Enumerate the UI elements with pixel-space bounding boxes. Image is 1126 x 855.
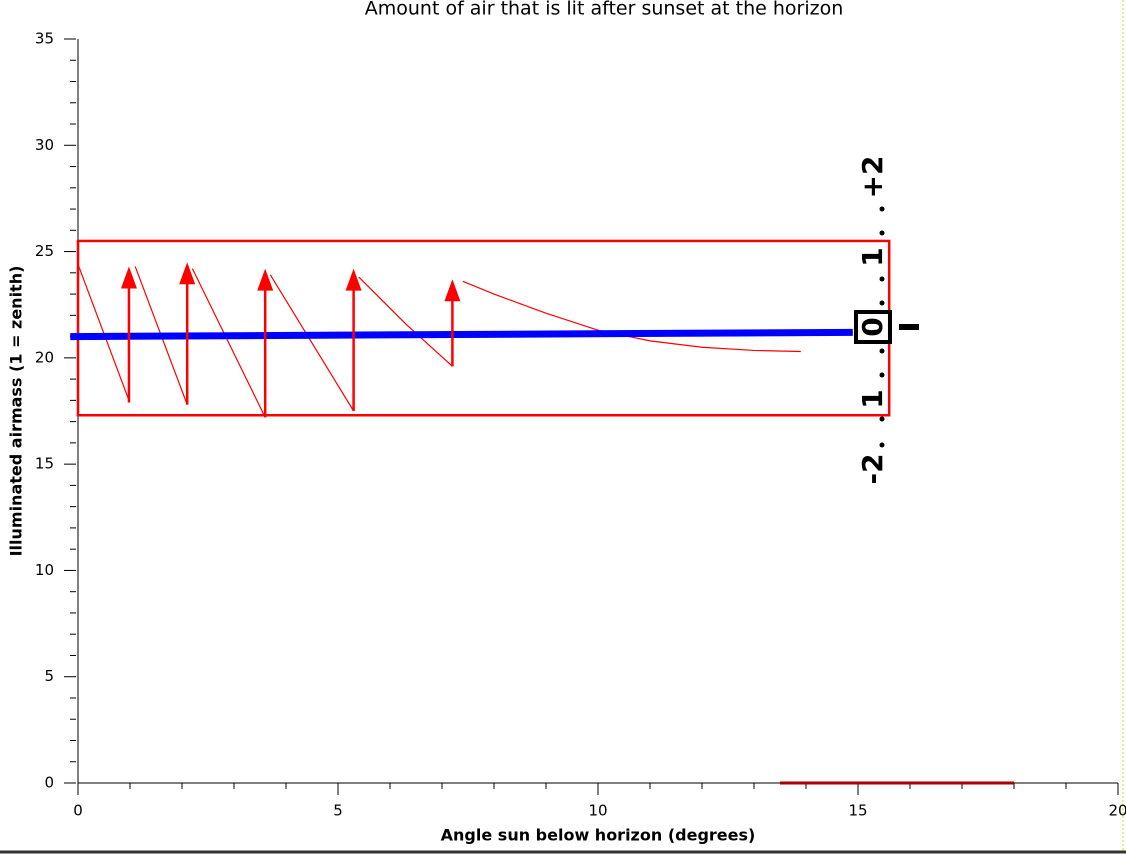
arrow-head [257, 268, 274, 291]
y-tick-label: 15 [35, 455, 54, 473]
scale-label: -2 [856, 453, 889, 484]
scale-dot [879, 442, 885, 448]
scale-dot [879, 372, 885, 378]
y-tick-label: 10 [35, 561, 54, 579]
x-tick-label: 10 [588, 802, 607, 820]
y-tick-label: 35 [35, 30, 54, 48]
y-tick-label: 20 [35, 348, 54, 366]
y-axis-label: Illuminated airmass (1 = zenith) [7, 266, 26, 557]
scale-dot [879, 300, 885, 306]
x-tick-label: 20 [1108, 802, 1126, 820]
data-line [70, 328, 853, 341]
arrow-head [179, 262, 196, 285]
scale-dot [879, 416, 885, 422]
y-tick-label: 0 [44, 774, 54, 792]
x-tick-label: 0 [73, 802, 83, 820]
y-tick-label: 5 [44, 667, 54, 685]
scale-dot [879, 206, 885, 212]
arrow-head [345, 268, 362, 291]
scale-label: 0 [856, 317, 889, 336]
scale-label: +2 [856, 156, 889, 199]
scale-dot [879, 276, 885, 282]
scale-dot [879, 348, 885, 354]
x-axis-label: Angle sun below horizon (degrees) [441, 826, 756, 845]
chart-title: Amount of air that is lit after sunset a… [365, 0, 844, 20]
scale-dot [879, 230, 885, 236]
arrow-head [444, 279, 461, 302]
exposure-scale: -2 1 0 1 +2 [854, 156, 919, 485]
scale-marker-box [854, 310, 892, 344]
scale-label: 1 [856, 389, 889, 408]
y-tick-label: 25 [35, 242, 54, 260]
arrow-head [120, 266, 137, 289]
x-tick-label: 5 [333, 802, 343, 820]
x-tick-label: 15 [848, 802, 867, 820]
y-tick-label: 30 [35, 136, 54, 154]
scale-pointer [899, 324, 919, 330]
scale-label: 1 [856, 247, 889, 266]
